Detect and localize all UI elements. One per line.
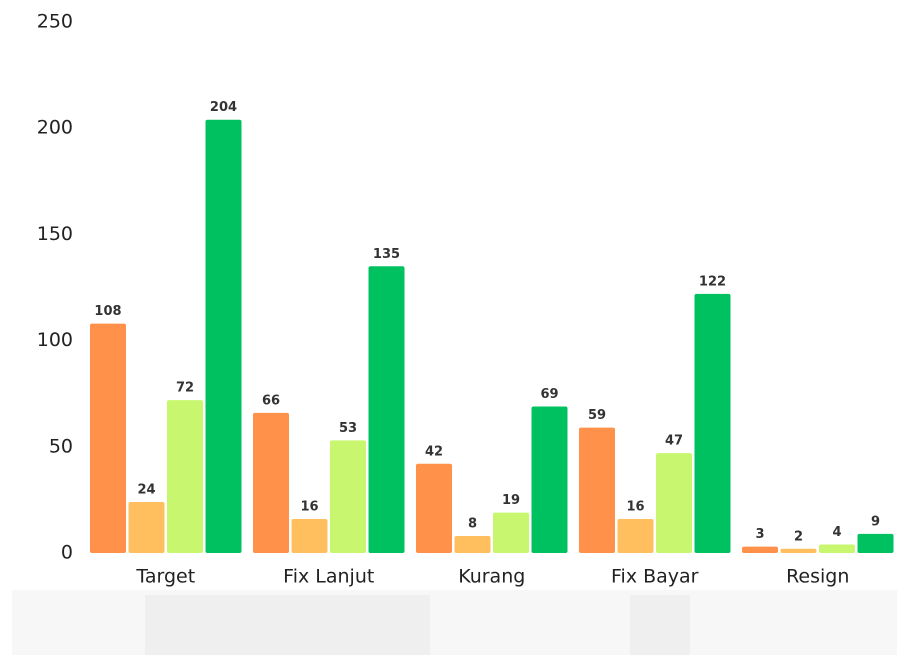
value-label: 122	[699, 274, 726, 289]
bar	[253, 412, 289, 553]
y-tick-label: 0	[61, 542, 73, 564]
bar	[493, 512, 529, 553]
value-label: 72	[176, 381, 194, 396]
y-tick-label: 200	[37, 117, 73, 139]
x-tick-label: Kurang	[458, 566, 525, 588]
backdrop	[145, 595, 430, 655]
bar	[128, 502, 165, 553]
bar	[780, 548, 817, 553]
bar	[167, 400, 203, 553]
value-label: 66	[262, 393, 280, 408]
bar	[694, 293, 731, 553]
bar	[579, 427, 615, 553]
bar	[205, 119, 242, 553]
value-label: 8	[468, 517, 477, 532]
value-label: 16	[300, 500, 318, 515]
y-tick-label: 50	[49, 435, 73, 457]
bar	[742, 546, 778, 553]
x-tick-label: Resign	[786, 566, 849, 588]
value-label: 2	[794, 529, 803, 544]
value-label: 19	[502, 493, 520, 508]
bar	[416, 463, 452, 553]
bar	[857, 533, 894, 553]
bar	[531, 406, 568, 553]
value-label: 4	[832, 525, 841, 540]
value-label: 9	[871, 514, 880, 529]
bar	[291, 519, 328, 553]
bar	[819, 544, 855, 553]
value-label: 24	[137, 483, 155, 498]
x-tick-label: Fix Lanjut	[283, 566, 374, 588]
value-label: 42	[425, 444, 443, 459]
backdrop	[12, 590, 897, 655]
x-tick-label: Target	[135, 566, 195, 588]
value-label: 108	[94, 304, 121, 319]
value-label: 204	[210, 100, 237, 115]
value-label: 53	[339, 421, 357, 436]
bar	[617, 519, 654, 553]
backdrop	[630, 595, 690, 655]
y-tick-label: 150	[37, 223, 73, 245]
value-label: 135	[373, 247, 400, 262]
bar	[454, 536, 491, 553]
value-label: 16	[626, 500, 644, 515]
bar	[330, 440, 366, 553]
bar	[656, 453, 692, 553]
x-tick-label: Fix Bayar	[611, 566, 699, 588]
y-tick-label: 100	[37, 329, 73, 351]
bar	[90, 323, 126, 553]
value-label: 69	[540, 387, 558, 402]
value-label: 3	[755, 527, 764, 542]
value-label: 47	[665, 434, 683, 449]
value-label: 59	[588, 408, 606, 423]
y-tick-label: 250	[37, 11, 73, 33]
bar	[368, 266, 405, 553]
